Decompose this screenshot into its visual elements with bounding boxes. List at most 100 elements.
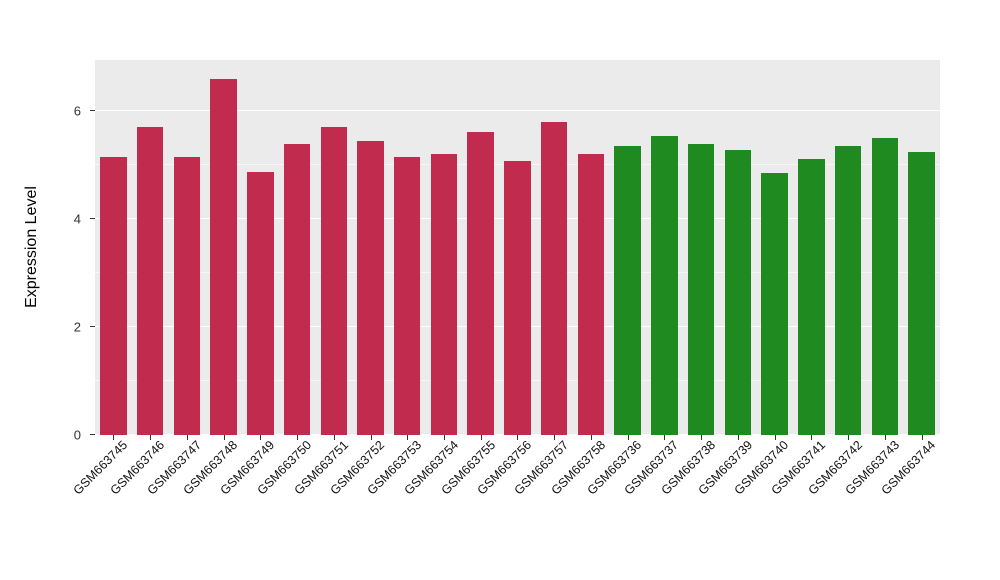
bar-GSM663745: [100, 157, 127, 435]
x-slot: GSM663744: [879, 435, 940, 555]
bar-slot: [205, 60, 242, 435]
x-tick-mark: [517, 435, 519, 440]
x-slot: GSM663749: [218, 435, 279, 555]
x-tick-mark: [884, 435, 886, 440]
bar-slot: [389, 60, 426, 435]
x-tick-mark: [223, 435, 225, 440]
bar-slot: [462, 60, 499, 435]
x-slot: GSM663757: [512, 435, 573, 555]
bar-slot: [132, 60, 169, 435]
x-slot: GSM663754: [401, 435, 463, 555]
x-tick-mark: [590, 435, 592, 440]
bar-slot: [609, 60, 646, 435]
bar-slot: [499, 60, 536, 435]
x-slot: GSM663755: [438, 435, 499, 555]
x-slot: GSM663741: [769, 435, 830, 555]
y-tick-mark: [90, 326, 95, 328]
bar-slot: [719, 60, 756, 435]
bar-slot: [95, 60, 132, 435]
bar-GSM663739: [724, 150, 752, 435]
x-tick-mark: [664, 435, 666, 440]
bar-slot: [168, 60, 205, 435]
x-slot: GSM663739: [695, 435, 756, 555]
bar-GSM663738: [687, 143, 715, 435]
bar-GSM663742: [834, 146, 862, 435]
bar-GSM663756: [504, 160, 531, 435]
bar-slot: [315, 60, 352, 435]
x-tick-mark: [113, 435, 115, 440]
bar-GSM663754: [430, 154, 458, 435]
x-tick-mark: [737, 435, 739, 440]
x-slot: GSM663737: [622, 435, 683, 555]
bar-GSM663751: [320, 127, 347, 435]
bar-GSM663750: [283, 143, 311, 435]
bar-GSM663755: [467, 131, 494, 435]
bar-slot: [573, 60, 610, 435]
x-slot: GSM663756: [475, 435, 536, 555]
x-tick-mark: [627, 435, 629, 440]
x-slot: GSM663738: [659, 435, 720, 555]
x-slot: GSM663748: [181, 435, 242, 555]
x-slot: GSM663751: [291, 435, 352, 555]
x-tick-mark: [701, 435, 703, 440]
bar-slot: [683, 60, 720, 435]
plot-panel: [95, 60, 940, 435]
x-slot: GSM663743: [842, 435, 903, 555]
gridline-major: [95, 110, 940, 112]
x-tick-mark: [260, 435, 262, 440]
bar-slot: [242, 60, 279, 435]
bar-GSM663758: [577, 154, 605, 435]
bars-layer: [95, 60, 940, 435]
bar-GSM663737: [651, 135, 678, 435]
x-tick-mark: [297, 435, 299, 440]
bar-GSM663736: [614, 146, 641, 435]
y-tick-label: 6: [73, 103, 81, 119]
x-slot: GSM663758: [548, 435, 610, 555]
y-tick-mark: [90, 110, 95, 112]
x-slot: GSM663747: [144, 435, 205, 555]
bar-GSM663747: [173, 157, 201, 435]
x-slot: GSM663742: [806, 435, 867, 555]
x-tick-mark: [443, 435, 445, 440]
x-tick-mark: [811, 435, 813, 440]
bar-GSM663749: [247, 172, 274, 435]
x-tick-mark: [150, 435, 152, 440]
bar-slot: [352, 60, 389, 435]
x-tick-mark: [921, 435, 923, 440]
bar-GSM663757: [540, 122, 568, 435]
bar-slot: [903, 60, 940, 435]
x-tick-mark: [333, 435, 335, 440]
x-tick-mark: [554, 435, 556, 440]
x-tick-mark: [774, 435, 776, 440]
bar-GSM663741: [798, 158, 825, 435]
y-tick-mark: [90, 434, 95, 435]
bar-slot: [866, 60, 903, 435]
bar-GSM663743: [871, 138, 898, 435]
x-slot: GSM663753: [365, 435, 426, 555]
bar-slot: [646, 60, 683, 435]
y-tick-label: 2: [73, 319, 81, 335]
bar-slot: [426, 60, 463, 435]
x-tick-mark: [407, 435, 409, 440]
x-tick-mark: [186, 435, 188, 440]
bar-slot: [536, 60, 573, 435]
bar-slot: [279, 60, 316, 435]
y-axis: 0 2 4 6: [0, 60, 95, 443]
y-tick-label: 0: [73, 427, 81, 443]
x-slot: GSM663746: [108, 435, 169, 555]
bar-slot: [756, 60, 793, 435]
bar-GSM663740: [761, 173, 788, 435]
y-tick-mark: [90, 218, 95, 220]
bar-GSM663752: [357, 140, 384, 435]
x-slot: GSM663752: [328, 435, 389, 555]
x-slot: GSM663745: [71, 435, 132, 555]
x-slot: GSM663740: [732, 435, 793, 555]
x-axis: GSM663745 GSM663746 GSM663747 GSM663748 GSM6…: [71, 435, 940, 555]
y-tick-label: 4: [73, 211, 81, 227]
x-slot: GSM663750: [254, 435, 316, 555]
bar-GSM663744: [908, 151, 935, 435]
x-slot: GSM663736: [585, 435, 646, 555]
x-tick-mark: [480, 435, 482, 440]
bar-GSM663746: [136, 127, 164, 435]
